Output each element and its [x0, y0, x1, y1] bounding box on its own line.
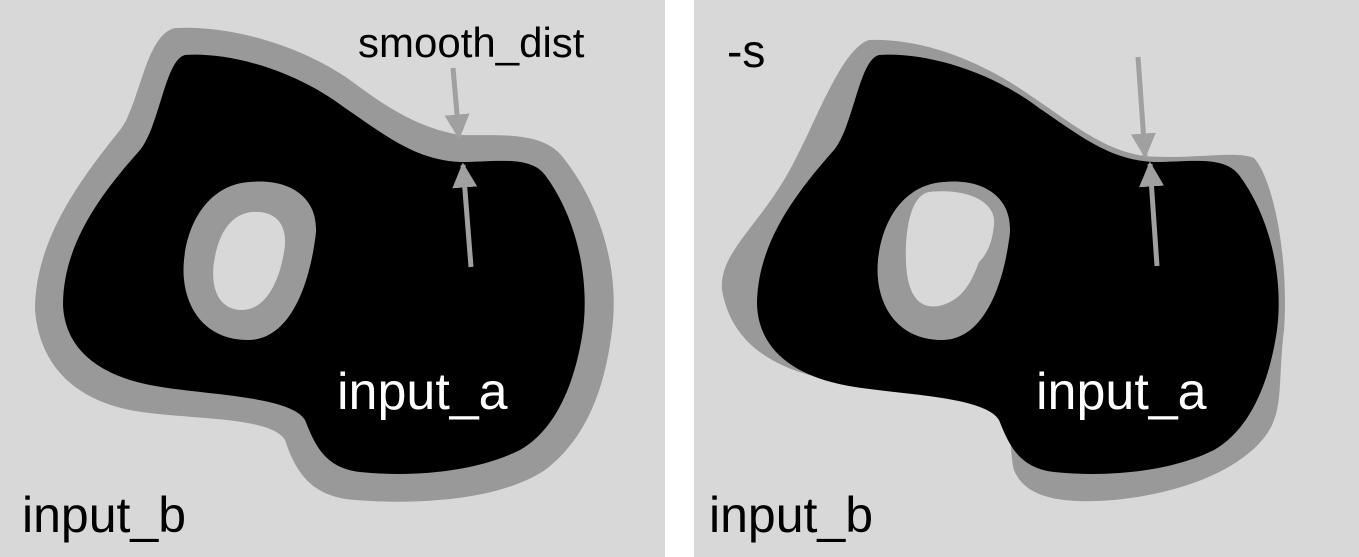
right-arrow-up: [1139, 161, 1165, 267]
left-hole: [213, 211, 286, 310]
right-arrow-down: [1130, 56, 1156, 159]
left-panel: smooth_dist input_a input_b: [0, 0, 665, 557]
s-flag-label: -s: [727, 25, 766, 77]
smooth-dist-label: smooth_dist: [358, 19, 585, 66]
right-shape-diagram: [721, 39, 1285, 502]
right-hole: [905, 191, 995, 307]
left-arrow-up: [452, 162, 478, 268]
right-input-b-label: input_b: [709, 487, 874, 543]
left-arrow-down: [444, 67, 470, 140]
right-input-a-region: [757, 54, 1279, 474]
left-input-a-region: [63, 54, 585, 474]
right-panel: -s input_a input_b: [694, 0, 1359, 557]
left-input-b-label: input_b: [22, 487, 187, 543]
left-input-a-label: input_a: [337, 363, 508, 421]
right-input-a-label: input_a: [1036, 363, 1207, 421]
left-shape-diagram: [35, 27, 614, 502]
